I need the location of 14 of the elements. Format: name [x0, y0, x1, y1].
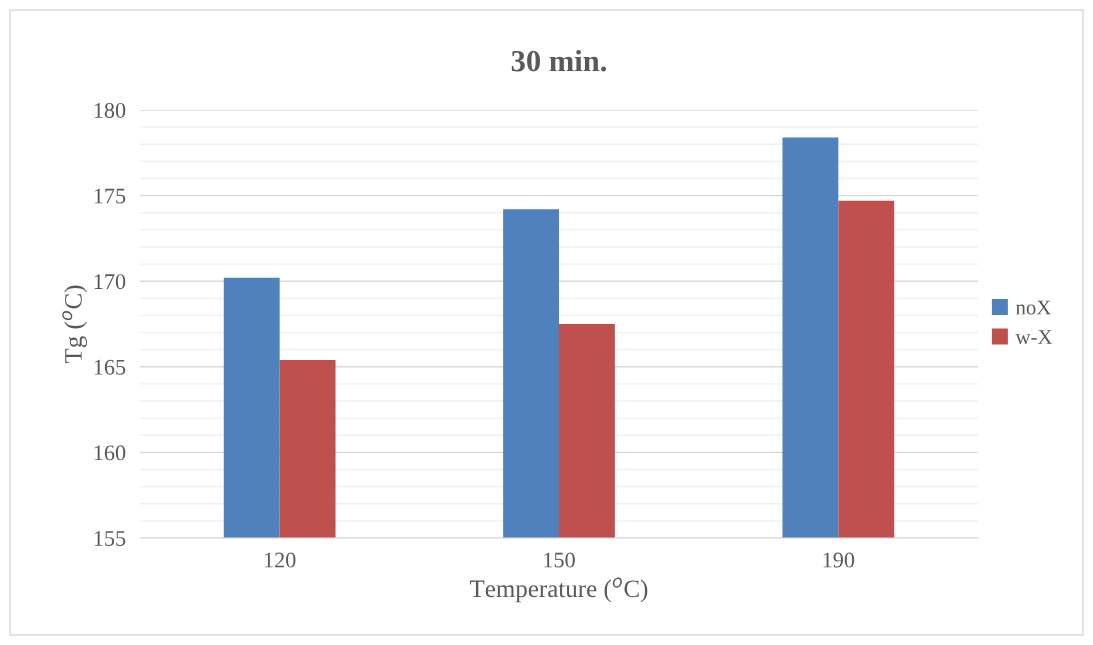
x-tick-label: 120 — [264, 552, 296, 568]
chart-title: 30 min. — [511, 49, 607, 72]
y-axis-title: Tg ($^{o}$C) — [62, 285, 87, 364]
x-tick-label: 150 — [544, 552, 575, 568]
y-tick-label: 175 — [94, 188, 126, 204]
legend-label: w-X — [1015, 330, 1053, 344]
y-tick-label: 155 — [94, 531, 126, 546]
y-tick-label: 165 — [94, 359, 126, 375]
y-tick-label: 180 — [94, 102, 126, 118]
x-axis-title: Temperature ($^{o}$C) — [469, 577, 648, 603]
y-tick-label: 170 — [94, 274, 126, 290]
legend-label: noX — [1015, 300, 1051, 315]
x-tick-label: 190 — [823, 552, 855, 568]
y-tick-label: 160 — [94, 445, 126, 461]
